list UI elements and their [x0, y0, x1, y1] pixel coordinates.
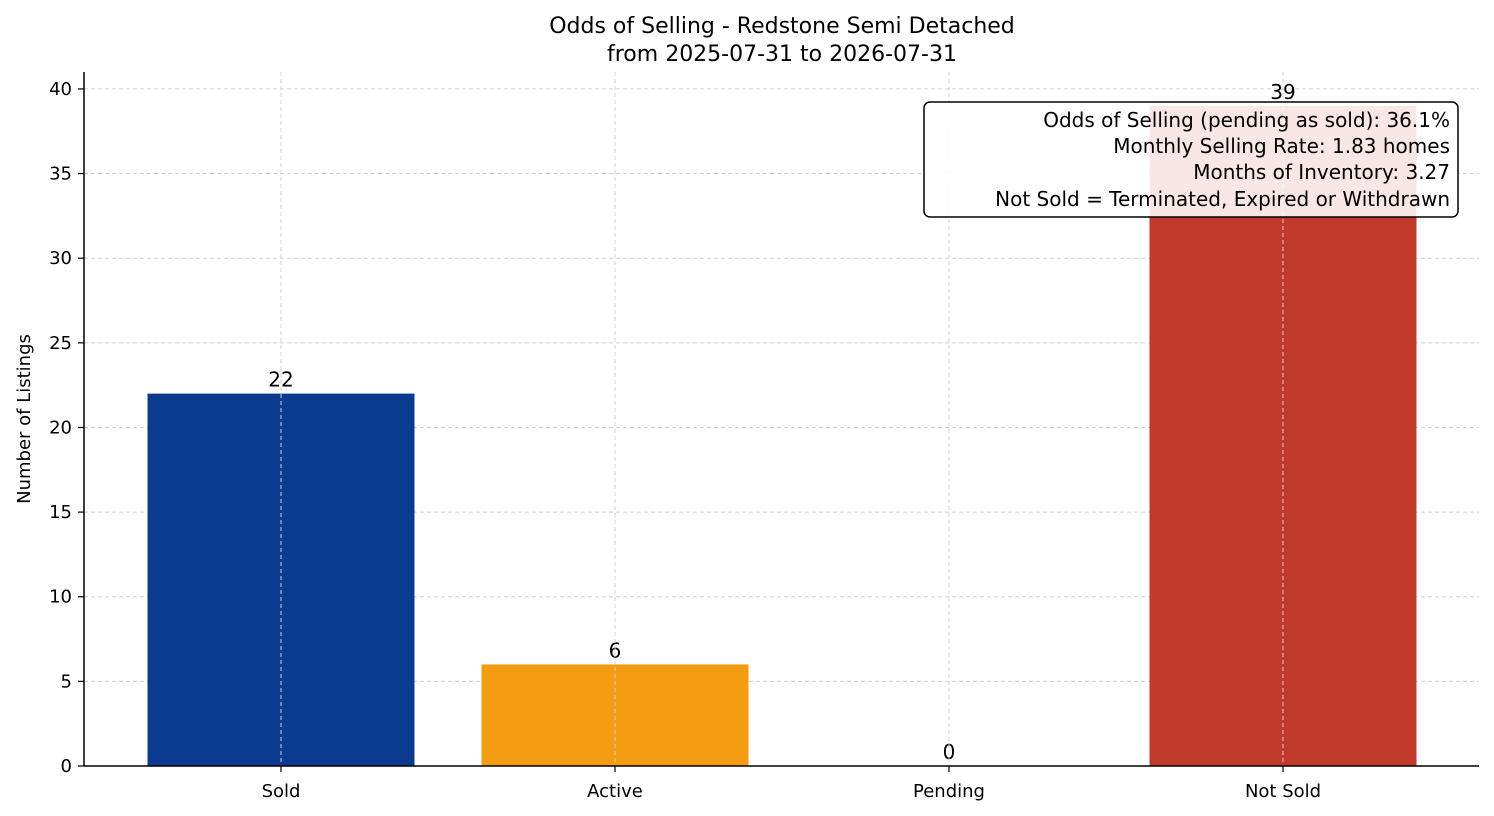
y-axis-label: Number of Listings [14, 334, 35, 504]
chart-subtitle: from 2025-07-31 to 2026-07-31 [607, 42, 957, 67]
info-not-sold-note: Not Sold = Terminated, Expired or Withdr… [995, 187, 1450, 211]
bar-active [481, 664, 749, 766]
info-monthly-rate: Monthly Selling Rate: 1.83 homes [1113, 134, 1450, 158]
x-tick-label-active: Active [587, 781, 643, 802]
x-tick-label-not-sold: Not Sold [1245, 781, 1321, 802]
info-box-frame [923, 101, 1459, 218]
y-tick-label: 20 [49, 417, 72, 438]
y-ticks: 0 5 10 15 20 25 30 35 40 [49, 79, 84, 777]
y-tick-label: 15 [49, 502, 72, 523]
y-tick-label: 30 [49, 248, 72, 269]
x-tick-label-pending: Pending [913, 781, 985, 802]
x-tick-label-sold: Sold [262, 781, 301, 802]
y-tick-label: 25 [49, 333, 72, 354]
chart-title: Odds of Selling - Redstone Semi Detached [549, 14, 1015, 39]
info-odds: Odds of Selling (pending as sold): 36.1% [1043, 108, 1450, 132]
data-label-active: 6 [609, 638, 622, 662]
y-tick-label: 40 [49, 79, 72, 100]
info-months-inventory: Months of Inventory: 3.27 [1193, 160, 1450, 184]
info-box: Odds of Selling (pending as sold): 36.1%… [923, 101, 1459, 218]
y-tick-label: 5 [61, 671, 72, 692]
y-tick-label: 35 [49, 164, 72, 185]
data-label-not-sold: 39 [1270, 80, 1295, 104]
x-ticks: Sold Active Pending Not Sold [262, 766, 1321, 802]
y-tick-label: 0 [61, 756, 72, 777]
y-tick-label: 10 [49, 587, 72, 608]
